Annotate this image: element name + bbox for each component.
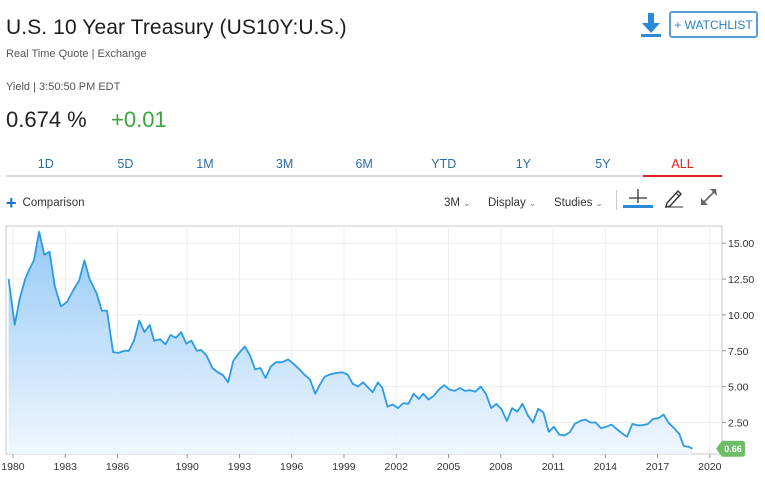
toolbar-divider [616, 190, 617, 210]
tab-6m[interactable]: 6M [355, 157, 373, 171]
y-tick-label: 10.00 [728, 310, 754, 322]
tab-ytd[interactable]: YTD [431, 157, 457, 171]
series-line [7, 230, 693, 450]
x-tick-label: 1983 [54, 461, 78, 473]
display-dropdown[interactable]: Display ⌄ [488, 197, 536, 209]
tab-1d[interactable]: 1D [37, 157, 54, 171]
tab-all[interactable]: ALL [642, 155, 723, 177]
x-tick-label: 1990 [175, 461, 199, 473]
x-tick-label: 2011 [542, 461, 565, 473]
last-value-label: 0.66 [724, 444, 742, 454]
x-tick-label: 1999 [332, 461, 356, 473]
last-value-badge-shape [716, 440, 745, 457]
chevron-down-icon: ⌄ [528, 198, 537, 208]
range-tabs: 1D 5D 1M 3M 6M YTD 1Y 5Y ALL [6, 155, 723, 177]
display-label: Display [488, 197, 526, 209]
y-tick-label: 15.00 [728, 238, 754, 250]
quote-source: Real Time Quote | Exchange [6, 48, 147, 60]
download-icon[interactable] [640, 12, 662, 38]
y-tick-label: 5.00 [728, 382, 749, 394]
x-tick-label: 2008 [489, 461, 513, 473]
page-title: U.S. 10 Year Treasury (US10Y:U.S.) [6, 16, 347, 39]
tab-5d[interactable]: 5D [117, 157, 134, 171]
pencil-icon[interactable] [663, 186, 685, 208]
yield-chart[interactable]: 15.00 12.50 10.00 7.50 5.00 2.50 1980 1983 1986 1… [0, 220, 765, 488]
x-tick-label: 1986 [106, 461, 130, 473]
series-area [8, 231, 693, 454]
yield-value: 0.674 % [6, 107, 87, 132]
watchlist-button[interactable]: + WATCHLIST [669, 11, 758, 38]
x-tick-label: 2002 [385, 461, 409, 473]
crosshair-icon[interactable] [622, 187, 654, 209]
interval-label: 3M [444, 197, 460, 209]
tab-1y[interactable]: 1Y [515, 157, 531, 171]
x-tick-label: 2005 [437, 461, 461, 473]
y-tick-label: 7.50 [728, 346, 749, 358]
studies-dropdown[interactable]: Studies ⌄ [554, 197, 603, 209]
comparison-button[interactable]: + Comparison [6, 193, 85, 213]
x-tick-label: 1980 [1, 461, 25, 473]
x-tick-label: 2014 [594, 461, 618, 473]
expand-icon[interactable] [698, 186, 720, 208]
tab-5y[interactable]: 5Y [595, 157, 611, 171]
y-tick-label: 2.50 [728, 417, 749, 429]
tab-1m[interactable]: 1M [196, 157, 214, 171]
chevron-down-icon: ⌄ [462, 198, 471, 208]
yield-timestamp: Yield | 3:50:50 PM EDT [6, 81, 121, 93]
x-tick-label: 2017 [646, 461, 670, 473]
yield-change: +0.01 [111, 107, 167, 132]
studies-label: Studies [554, 197, 593, 209]
y-tick-label: 12.50 [728, 274, 754, 286]
tab-3m[interactable]: 3M [275, 157, 294, 171]
chevron-down-icon: ⌄ [595, 198, 603, 208]
interval-dropdown[interactable]: 3M ⌄ [444, 197, 471, 209]
x-tick-label: 1993 [228, 461, 252, 473]
chart-canvas[interactable]: 15.00 12.50 10.00 7.50 5.00 2.50 1980 1983 1986 1… [0, 220, 765, 488]
comparison-label: Comparison [22, 197, 85, 209]
x-tick-label: 1996 [280, 461, 304, 473]
plus-icon: + [6, 193, 17, 213]
x-tick-label: 2020 [698, 461, 722, 473]
last-value-badge: 0.66 [716, 440, 745, 457]
